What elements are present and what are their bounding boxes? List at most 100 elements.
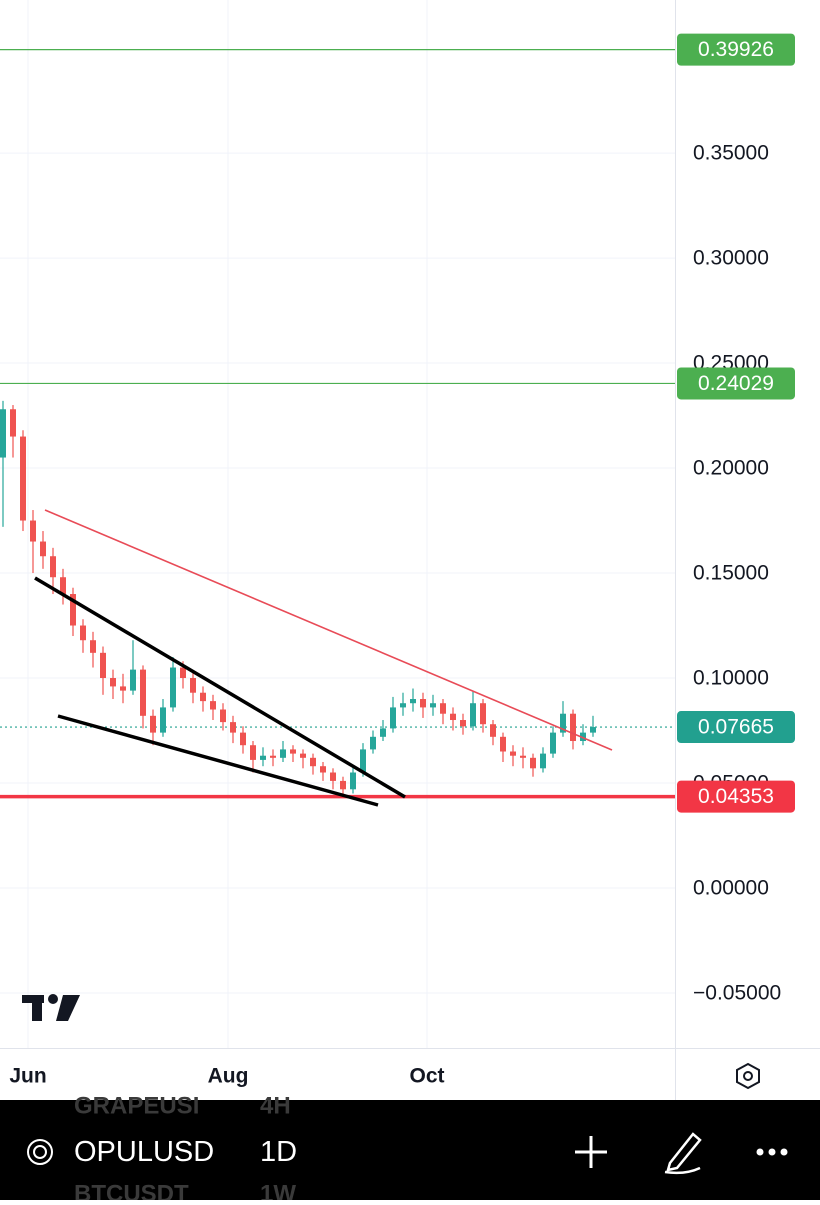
candle-body xyxy=(510,751,516,756)
price-lines xyxy=(0,49,675,799)
trendline xyxy=(34,576,406,799)
candle-body xyxy=(70,594,76,626)
candle-body xyxy=(430,703,436,708)
candle-body xyxy=(100,652,106,679)
candle-body xyxy=(230,722,236,733)
interval-next[interactable]: 1W xyxy=(260,1181,296,1205)
candle-body xyxy=(50,556,56,578)
drawings xyxy=(34,509,613,807)
candle-body xyxy=(370,736,376,750)
candle-body xyxy=(0,409,6,458)
price-badge xyxy=(677,367,795,400)
y-tick-label: −0.05000 xyxy=(693,981,781,1004)
candle-body xyxy=(200,692,206,702)
candle-body xyxy=(190,678,196,693)
price-badge xyxy=(677,711,795,744)
candle-body xyxy=(170,667,176,708)
candle-body xyxy=(460,720,466,727)
candle-body xyxy=(310,757,316,767)
axis-labels: −0.050000.000000.050000.100000.150000.20… xyxy=(9,142,781,1088)
candle-body xyxy=(180,667,186,679)
candle-body xyxy=(470,703,476,727)
candle-body xyxy=(270,755,276,758)
symbol-next[interactable]: BTCUSDT xyxy=(74,1181,189,1205)
candle-body xyxy=(240,732,246,746)
draw-button[interactable] xyxy=(664,1132,702,1175)
candle-body xyxy=(210,701,216,710)
candle-body xyxy=(120,686,126,691)
tv-logo xyxy=(22,994,80,1021)
settings-icon[interactable] xyxy=(736,1062,760,1090)
interval-prev[interactable]: 4H xyxy=(260,1093,291,1120)
candle-body xyxy=(160,707,166,733)
candle-body xyxy=(550,732,556,754)
price-badge xyxy=(677,780,795,813)
candle-body xyxy=(520,755,526,758)
candle-body xyxy=(530,757,536,769)
candles xyxy=(0,400,596,796)
candle-body xyxy=(320,766,326,773)
candle-body xyxy=(360,749,366,773)
candle-body xyxy=(220,709,226,723)
candle-body xyxy=(440,703,446,714)
candle-body xyxy=(490,724,496,737)
candle-body xyxy=(110,678,116,687)
x-tick-label: Aug xyxy=(208,1065,249,1088)
y-tick-label: 0.35000 xyxy=(693,142,769,165)
candle-body xyxy=(20,436,26,521)
candle-body xyxy=(280,749,286,758)
candle-body xyxy=(560,713,566,733)
candle-body xyxy=(500,736,506,752)
candle-body xyxy=(390,707,396,729)
candle-body xyxy=(540,753,546,769)
candle-body xyxy=(10,409,16,437)
candle-body xyxy=(570,713,576,742)
price-badge-label: 0.24029 xyxy=(698,372,774,395)
y-tick-label: 0.15000 xyxy=(693,562,769,585)
y-tick-label: 0.30000 xyxy=(693,247,769,270)
price-badge-label: 0.04353 xyxy=(698,785,774,808)
candle-body xyxy=(40,541,46,557)
price-badges: 0.39926 0.24029 0.07665 0.04353 xyxy=(677,33,795,813)
y-tick-label: 0.00000 xyxy=(693,876,769,899)
candle-body xyxy=(410,699,416,704)
toolbar xyxy=(0,1100,820,1200)
candle-body xyxy=(250,745,256,760)
x-tick-label: Jun xyxy=(9,1065,46,1088)
symbol-prev[interactable]: GRAPEUSI xyxy=(74,1093,199,1120)
candle-body xyxy=(80,625,86,641)
candle-body xyxy=(380,728,386,737)
candle-body xyxy=(130,669,136,691)
candle-body xyxy=(30,520,36,542)
candle-body xyxy=(260,755,266,760)
candle-body xyxy=(580,732,586,742)
more-button[interactable] xyxy=(756,1148,788,1156)
symbol-icon xyxy=(27,1139,53,1165)
candle-body xyxy=(480,703,486,725)
price-badge xyxy=(677,33,795,66)
candle-body xyxy=(400,703,406,708)
trendline xyxy=(57,714,379,807)
trendline xyxy=(44,509,613,751)
candle-body xyxy=(150,715,156,733)
y-tick-label: 0.20000 xyxy=(693,457,769,480)
candle-body xyxy=(590,727,596,733)
add-button[interactable] xyxy=(575,1136,607,1168)
grid xyxy=(0,0,675,1048)
candle-body xyxy=(340,780,346,790)
symbol[interactable]: OPULUSD xyxy=(74,1136,214,1168)
candle-body xyxy=(420,699,426,708)
x-tick-label: Oct xyxy=(409,1065,444,1088)
candle-body xyxy=(350,772,356,790)
candle-body xyxy=(290,749,296,754)
price-badge-label: 0.39926 xyxy=(698,38,774,61)
candle-body xyxy=(140,669,146,716)
candle-body xyxy=(450,713,456,721)
y-tick-label: 0.10000 xyxy=(693,667,769,690)
candle-body xyxy=(90,640,96,653)
candle-body xyxy=(60,577,66,595)
candle-body xyxy=(330,772,336,781)
interval[interactable]: 1D xyxy=(260,1136,297,1168)
